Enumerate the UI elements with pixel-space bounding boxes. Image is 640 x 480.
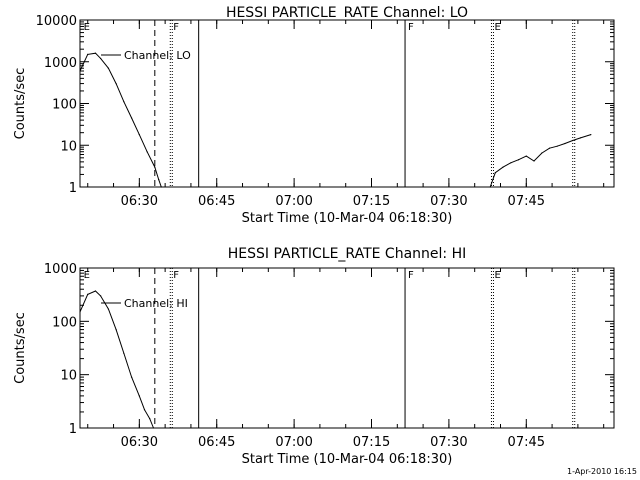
data-point	[149, 418, 151, 420]
x-tick-label: 06:30	[121, 194, 158, 209]
x-tick-label: 06:45	[198, 194, 235, 209]
data-point	[87, 53, 89, 55]
x-tick-label: 07:45	[508, 194, 545, 209]
data-point	[158, 179, 160, 181]
x-tick-label: 07:00	[275, 194, 312, 209]
data-point	[130, 376, 133, 378]
data-point	[130, 117, 133, 119]
x-tick-label: 06:45	[198, 435, 235, 450]
data-point	[494, 172, 496, 174]
event-marker-label: F	[408, 22, 414, 33]
y-tick-label: 1000	[44, 56, 77, 71]
legend-label: Channel: HI	[124, 297, 188, 310]
data-point	[517, 159, 520, 161]
series-line-0	[79, 290, 154, 429]
data-point	[123, 352, 125, 355]
data-point	[541, 152, 543, 154]
event-marker-label: E	[84, 270, 90, 281]
x-tick-label: 07:45	[508, 435, 545, 450]
data-point	[94, 290, 97, 292]
y-tick-label: 10	[60, 139, 77, 154]
data-point	[100, 295, 102, 297]
data-point	[107, 308, 109, 310]
y-tick-label: 1	[69, 181, 77, 196]
event-marker-label: F	[173, 22, 179, 33]
data-point	[510, 162, 512, 164]
data-point	[502, 166, 504, 168]
x-axis-label: Start Time (10-Mar-04 06:18:30)	[242, 452, 453, 467]
y-tick-label: 1	[69, 422, 77, 437]
data-point	[160, 186, 162, 188]
data-point	[579, 137, 582, 139]
x-tick-label: 07:30	[430, 435, 467, 450]
data-point	[87, 293, 89, 295]
data-point	[548, 147, 551, 149]
y-tick-label: 10000	[36, 14, 77, 29]
data-point	[123, 101, 125, 103]
legend-label: Channel: LO	[124, 49, 191, 62]
data-point	[143, 409, 146, 411]
data-point	[79, 311, 81, 313]
data-point	[590, 133, 592, 136]
data-point	[115, 328, 117, 331]
data-point	[556, 145, 558, 147]
date-stamp: 1-Apr-2010 16:15	[567, 467, 637, 476]
y-tick-label: 100	[52, 315, 77, 330]
data-point	[107, 67, 109, 69]
event-marker-label: F	[173, 270, 179, 281]
data-point	[138, 133, 140, 136]
data-point	[525, 155, 527, 157]
y-tick-label: 100	[52, 98, 77, 113]
data-point	[489, 186, 491, 188]
y-axis-label: Counts/sec	[13, 68, 28, 140]
chart-title: HESSI PARTICLE_RATE Channel: HI	[228, 246, 466, 262]
x-tick-label: 07:15	[353, 194, 390, 209]
data-point	[94, 52, 97, 54]
data-point	[572, 139, 574, 142]
data-point	[533, 160, 535, 162]
x-tick-label: 07:30	[430, 194, 467, 209]
event-marker-label: E	[494, 270, 500, 281]
y-tick-label: 1000	[44, 262, 77, 277]
chart-title: HESSI PARTICLE_RATE Channel: LO	[226, 5, 468, 21]
data-point	[154, 166, 156, 168]
data-point	[152, 427, 155, 429]
series-line-1	[489, 134, 591, 188]
data-point	[79, 70, 81, 72]
x-tick-label: 07:00	[275, 435, 312, 450]
y-axis-label: Counts/sec	[13, 312, 28, 384]
data-point	[564, 142, 566, 145]
data-point	[146, 151, 148, 153]
plot-frame	[79, 267, 615, 429]
data-point	[115, 82, 117, 85]
x-axis-label: Start Time (10-Mar-04 06:18:30)	[242, 211, 453, 226]
chart-panel-1: HESSI PARTICLE_RATE Channel: HI Counts/se…	[13, 246, 615, 467]
event-marker-label: E	[494, 22, 500, 33]
event-marker-label: F	[408, 270, 414, 281]
event-marker-label: E	[84, 22, 90, 33]
y-tick-label: 10	[60, 369, 77, 384]
data-point	[138, 395, 140, 397]
x-tick-label: 06:30	[121, 435, 158, 450]
chart-panel-0: HESSI PARTICLE_RATE Channel: LO Counts/se…	[13, 5, 615, 226]
data-point	[100, 57, 102, 60]
x-tick-label: 07:15	[353, 435, 390, 450]
